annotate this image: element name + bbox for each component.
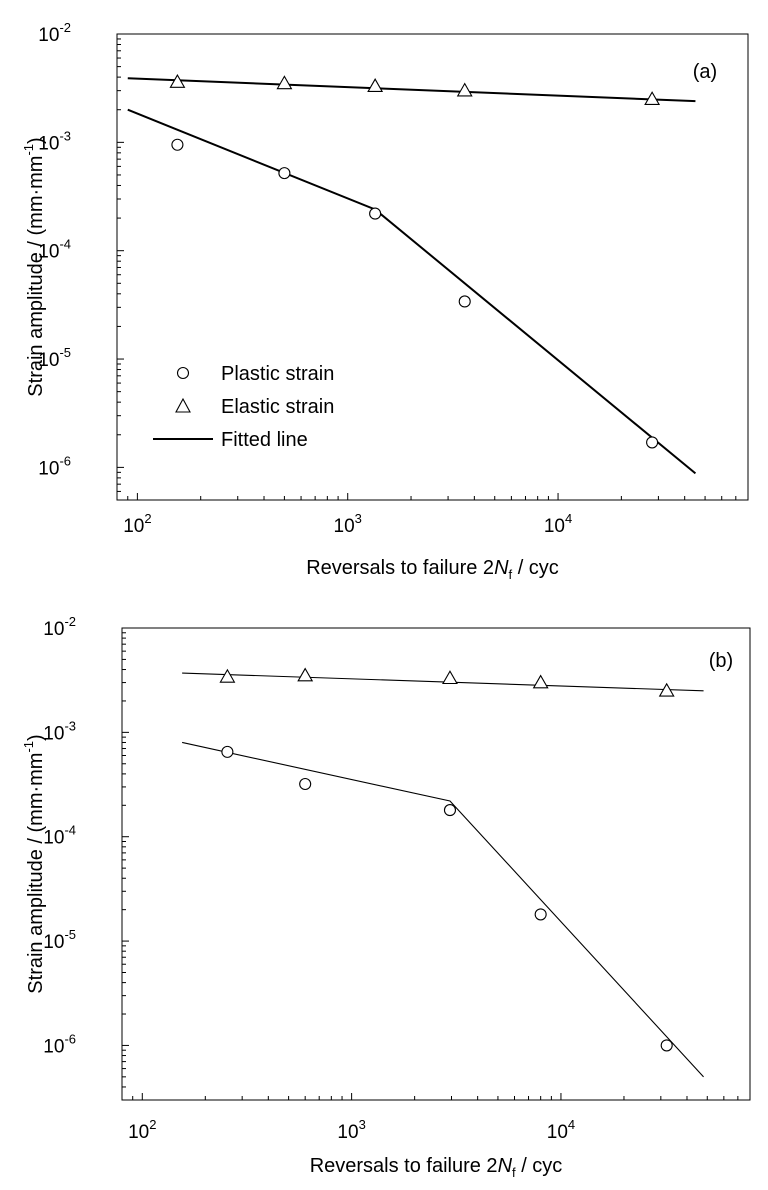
x-tick-label: 102 xyxy=(128,1117,156,1143)
plastic-strain-point xyxy=(458,295,471,308)
elastic-strain-point xyxy=(532,674,549,689)
elastic-strain-point xyxy=(367,78,384,92)
plastic-strain-point xyxy=(646,436,659,449)
x-tick-label: 103 xyxy=(334,511,362,537)
y-tick-label: 10-6 xyxy=(43,1031,76,1057)
y-tick-label: 10-4 xyxy=(38,237,71,263)
y-tick-label: 10-3 xyxy=(43,718,76,744)
fitted-line-elastic xyxy=(182,672,704,692)
elastic-strain-point xyxy=(442,670,458,685)
plastic-strain-point xyxy=(299,777,312,791)
fitted-line-plastic xyxy=(127,108,697,475)
y-axis-label: Strain amplitude / (mm·mm-1) xyxy=(21,137,47,396)
elastic-strain-point xyxy=(297,667,314,682)
plastic-strain-point xyxy=(369,207,382,220)
y-tick-label: 10-5 xyxy=(38,345,71,371)
plastic-strain-point xyxy=(278,167,291,180)
plastic-strain-point xyxy=(660,1039,673,1052)
legend: Plastic strain Elastic strain Fitted line xyxy=(153,363,334,451)
elastic-strain-point xyxy=(658,682,675,697)
x-tick-label: 102 xyxy=(123,511,151,537)
y-tick-label: 10-6 xyxy=(38,453,71,479)
y-tick-label: 10-2 xyxy=(43,614,76,640)
legend-circle-icon xyxy=(176,366,190,380)
y-tick-label: 10-5 xyxy=(43,927,76,953)
legend-label: Fitted line xyxy=(221,429,308,451)
plastic-strain-point xyxy=(171,138,184,151)
plastic-strain-point xyxy=(534,908,547,921)
fitted-line-elastic xyxy=(127,77,696,103)
x-axis-label: Reversals to failure 2Nf / cyc xyxy=(306,557,559,582)
x-tick-label: 104 xyxy=(547,1117,575,1143)
y-tick-label: 10-4 xyxy=(43,823,76,849)
chart-panel-2: 102 103 104 10-6 10-5 10-4 10-3 10-2 Reversals t… xyxy=(21,614,751,1180)
chart-panel-1: 102 103 104 10-6 10-5 10-4 10-3 10-2 Reversals t… xyxy=(21,20,749,582)
plastic-strain-point xyxy=(443,804,457,817)
elastic-strain-point xyxy=(644,91,661,106)
x-tick-label: 103 xyxy=(337,1117,365,1143)
legend-triangle-icon xyxy=(175,397,191,413)
panel-label: (a) xyxy=(693,61,717,83)
elastic-strain-point xyxy=(456,82,473,97)
legend-label: Elastic strain xyxy=(221,396,334,418)
panel-label: (b) xyxy=(709,650,733,672)
elastic-strain-point xyxy=(219,668,236,683)
elastic-strain-point xyxy=(169,73,186,88)
y-tick-label: 10-3 xyxy=(38,128,71,154)
x-tick-label: 104 xyxy=(544,511,572,537)
y-axis-label: Strain amplitude / (mm·mm-1) xyxy=(21,734,47,993)
fitted-line-plastic xyxy=(182,741,704,1078)
y-tick-label: 10-2 xyxy=(38,20,71,46)
plastic-strain-point xyxy=(221,745,234,758)
x-axis-label: Reversals to failure 2Nf / cyc xyxy=(310,1155,563,1180)
legend-label: Plastic strain xyxy=(221,363,334,385)
plot-frame xyxy=(121,627,751,1101)
elastic-strain-point xyxy=(276,75,293,90)
